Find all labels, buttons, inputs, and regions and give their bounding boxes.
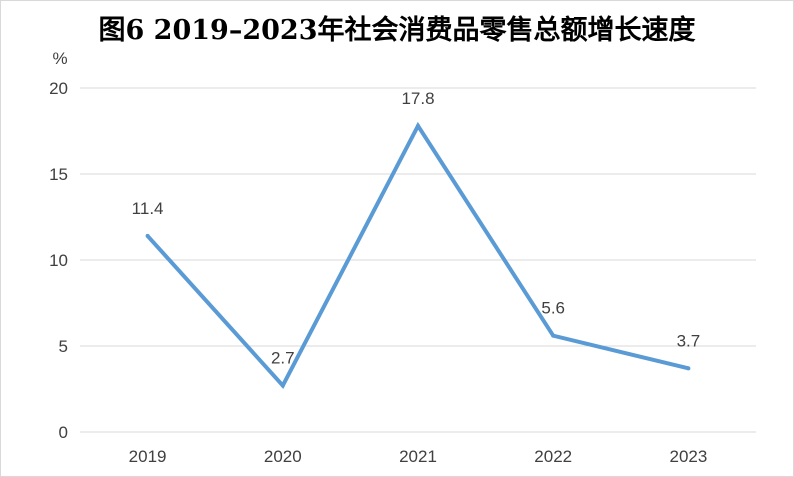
data-labels: 11.4 2.7 17.8 5.6 3.7 <box>132 89 701 368</box>
series-layer <box>145 121 691 390</box>
data-point <box>686 366 691 371</box>
y-tick-label: 10 <box>49 251 68 270</box>
y-axis-tick-labels: 0 5 10 15 20 <box>49 79 68 442</box>
y-axis-unit-label: % <box>52 49 67 68</box>
data-label: 11.4 <box>132 199 164 218</box>
y-tick-label: 15 <box>49 165 68 184</box>
y-tick-label: 20 <box>49 79 68 98</box>
x-tick-label: 2020 <box>264 447 302 466</box>
data-label: 5.6 <box>541 299 565 318</box>
y-tick-label: 0 <box>59 423 68 442</box>
data-label: 17.8 <box>401 89 434 108</box>
data-point <box>280 383 285 388</box>
x-tick-label: 2022 <box>534 447 572 466</box>
data-label: 2.7 <box>271 349 295 368</box>
x-tick-label: 2019 <box>129 447 167 466</box>
x-tick-label: 2023 <box>669 447 707 466</box>
series-line <box>146 121 689 390</box>
y-tick-label: 5 <box>59 337 68 356</box>
x-tick-label: 2021 <box>399 447 437 466</box>
gridlines <box>80 87 756 433</box>
data-label: 3.7 <box>677 331 701 350</box>
data-point <box>551 333 556 338</box>
data-point <box>145 233 150 238</box>
chart-title: 图6 2019–2023年社会消费品零售总额增长速度 <box>98 15 696 46</box>
data-point <box>416 123 420 128</box>
x-axis-tick-labels: 2019 2020 2021 2022 2023 <box>129 447 708 466</box>
